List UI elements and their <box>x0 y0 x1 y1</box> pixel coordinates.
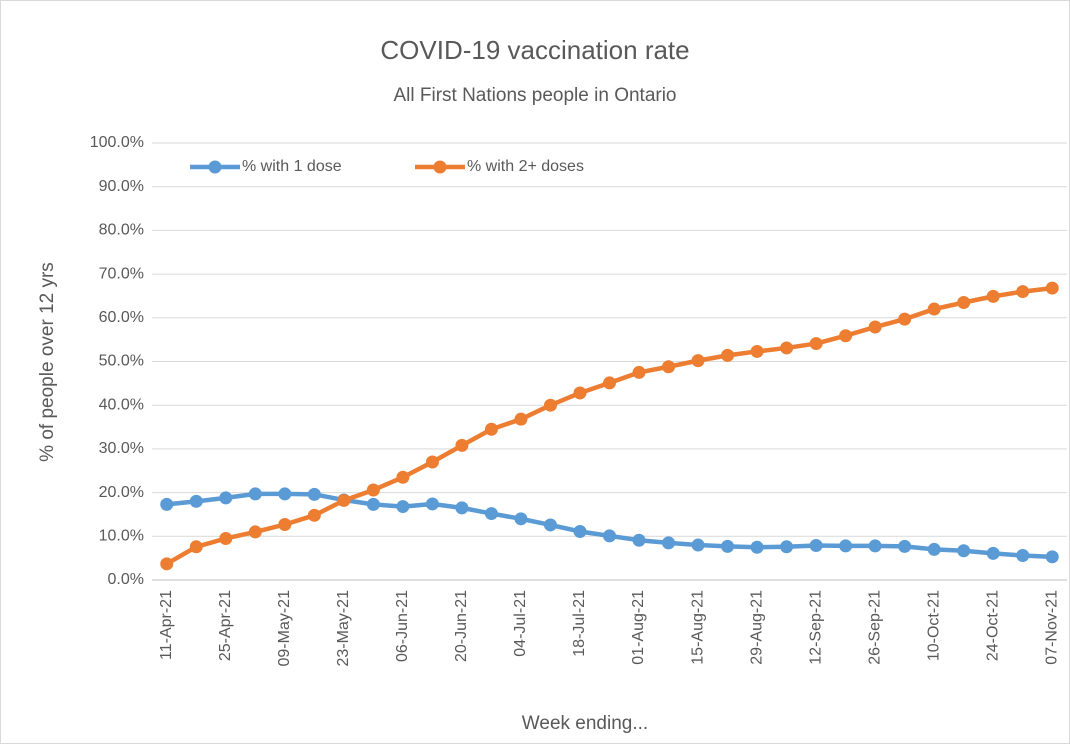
data-point <box>307 508 321 522</box>
data-point <box>219 491 233 505</box>
data-point <box>543 398 557 412</box>
x-tick-label: 04-Jul-21 <box>512 590 529 657</box>
data-point <box>809 337 823 351</box>
data-point <box>691 354 705 368</box>
data-point <box>780 341 794 355</box>
data-point <box>425 455 439 469</box>
data-point <box>662 360 676 374</box>
x-tick-label: 12-Sep-21 <box>807 590 824 665</box>
x-tick-label: 11-Apr-21 <box>158 590 175 660</box>
data-point <box>484 422 498 436</box>
data-point <box>839 539 853 553</box>
data-point <box>278 487 292 501</box>
data-point <box>868 539 882 553</box>
data-point <box>809 538 823 552</box>
data-point <box>721 539 735 553</box>
x-tick-label: 26-Sep-21 <box>866 590 883 665</box>
legend-label: % with 1 dose <box>242 158 342 175</box>
data-point <box>514 412 528 426</box>
x-axis-label: Week ending... <box>522 713 648 734</box>
data-point <box>632 533 646 547</box>
y-axis-label: % of people over 12 yrs <box>37 262 58 462</box>
x-tick-label: 25-Apr-21 <box>217 590 234 661</box>
data-point <box>514 512 528 526</box>
x-tick-label: 07-Nov-21 <box>1043 590 1060 665</box>
data-point <box>455 501 469 515</box>
data-point <box>632 365 646 379</box>
chart-subtitle: All First Nations people in Ontario <box>393 85 676 106</box>
data-point <box>603 376 616 390</box>
y-tick-label: 100.0% <box>90 134 144 151</box>
data-point <box>1045 550 1059 564</box>
x-tick-label: 18-Jul-21 <box>571 590 588 657</box>
data-point <box>662 536 676 550</box>
data-point <box>189 494 203 508</box>
data-point <box>986 289 1000 303</box>
data-point <box>691 538 705 552</box>
chart-title: COVID-19 vaccination rate <box>380 35 689 65</box>
data-point <box>248 525 262 539</box>
legend-marker <box>433 160 447 174</box>
data-point <box>839 329 853 343</box>
data-point <box>573 386 587 400</box>
y-tick-label: 10.0% <box>99 528 144 545</box>
data-point <box>484 507 498 521</box>
legend-marker <box>208 160 222 174</box>
data-point <box>1045 281 1059 295</box>
legend-label: % with 2+ doses <box>467 158 584 175</box>
y-tick-label: 80.0% <box>99 222 144 239</box>
y-tick-label: 60.0% <box>99 309 144 326</box>
data-point <box>366 497 380 511</box>
data-point <box>307 487 321 501</box>
data-point <box>396 470 410 484</box>
data-point <box>189 540 203 554</box>
y-tick-label: 70.0% <box>99 265 144 282</box>
data-point <box>219 531 233 545</box>
data-point <box>396 500 410 514</box>
data-point <box>160 497 174 511</box>
data-point <box>455 438 469 452</box>
data-point <box>543 518 557 532</box>
data-point <box>278 518 292 532</box>
data-point <box>721 348 735 362</box>
data-point <box>750 344 764 358</box>
data-point <box>603 529 616 543</box>
y-tick-label: 0.0% <box>108 571 144 588</box>
data-point <box>1016 549 1030 563</box>
data-point <box>898 539 912 553</box>
y-tick-label: 20.0% <box>99 484 144 501</box>
y-tick-label: 40.0% <box>99 396 144 413</box>
data-point <box>986 546 1000 560</box>
data-point <box>927 542 941 556</box>
data-point <box>957 296 971 310</box>
x-tick-label: 10-Oct-21 <box>925 590 942 661</box>
x-tick-label: 01-Aug-21 <box>630 590 647 665</box>
data-point <box>957 544 971 558</box>
y-tick-label: 50.0% <box>99 353 144 370</box>
y-tick-label: 30.0% <box>99 440 144 457</box>
y-tick-label: 90.0% <box>99 178 144 195</box>
data-point <box>927 302 941 316</box>
data-point <box>573 524 587 538</box>
x-tick-label: 20-Jun-21 <box>453 590 470 662</box>
data-point <box>248 487 262 501</box>
data-point <box>425 497 439 511</box>
data-point <box>337 493 351 507</box>
x-tick-label: 23-May-21 <box>335 590 352 667</box>
data-point <box>868 320 882 334</box>
data-point <box>898 312 912 326</box>
x-tick-label: 24-Oct-21 <box>984 590 1001 661</box>
x-tick-label: 15-Aug-21 <box>689 590 706 665</box>
data-point <box>750 540 764 554</box>
data-point <box>1016 285 1030 299</box>
x-tick-label: 09-May-21 <box>276 590 293 667</box>
x-tick-label: 06-Jun-21 <box>394 590 411 662</box>
data-point <box>366 483 380 497</box>
data-point <box>780 540 794 554</box>
data-point <box>160 557 174 571</box>
x-tick-label: 29-Aug-21 <box>748 590 765 665</box>
